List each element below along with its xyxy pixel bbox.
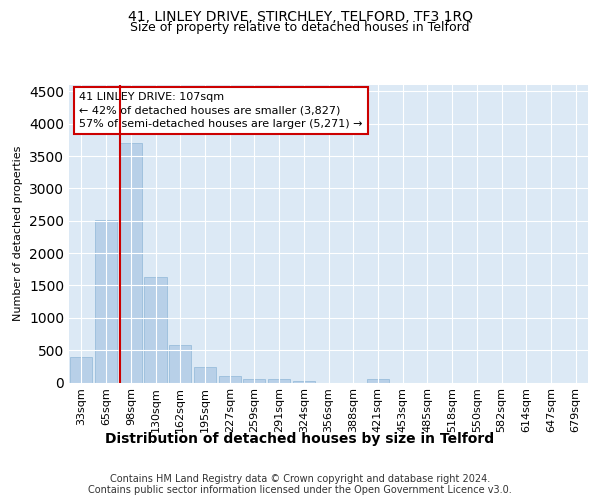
Text: 41, LINLEY DRIVE, STIRCHLEY, TELFORD, TF3 1RQ: 41, LINLEY DRIVE, STIRCHLEY, TELFORD, TF…	[128, 10, 473, 24]
Bar	[119, 143, 142, 382]
Bar	[293, 380, 315, 382]
Text: Contains public sector information licensed under the Open Government Licence v3: Contains public sector information licen…	[88, 485, 512, 495]
Bar	[367, 380, 389, 382]
Bar	[95, 220, 117, 382]
Text: Size of property relative to detached houses in Telford: Size of property relative to detached ho…	[130, 21, 470, 34]
Text: 41 LINLEY DRIVE: 107sqm
← 42% of detached houses are smaller (3,827)
57% of semi: 41 LINLEY DRIVE: 107sqm ← 42% of detache…	[79, 92, 363, 129]
Bar	[70, 358, 92, 382]
Text: Contains HM Land Registry data © Crown copyright and database right 2024.: Contains HM Land Registry data © Crown c…	[110, 474, 490, 484]
Bar	[268, 380, 290, 382]
Bar	[218, 376, 241, 382]
Bar	[194, 367, 216, 382]
Y-axis label: Number of detached properties: Number of detached properties	[13, 146, 23, 322]
Bar	[243, 378, 265, 382]
Bar	[169, 345, 191, 383]
Bar	[145, 277, 167, 382]
Text: Distribution of detached houses by size in Telford: Distribution of detached houses by size …	[106, 432, 494, 446]
